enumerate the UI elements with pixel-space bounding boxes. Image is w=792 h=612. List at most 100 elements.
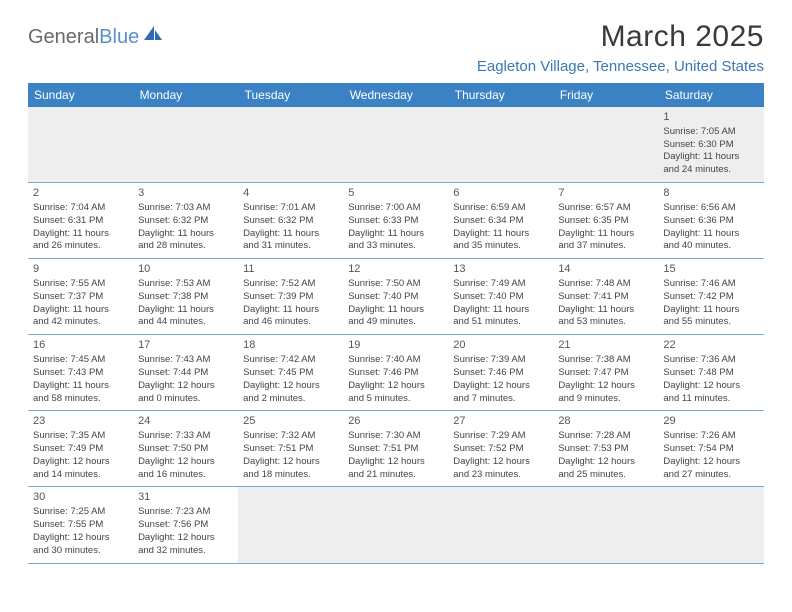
day-number: 4: [243, 186, 338, 201]
sunrise-text: Sunrise: 7:52 AM: [243, 278, 338, 291]
calendar-cell: 26Sunrise: 7:30 AMSunset: 7:51 PMDayligh…: [343, 411, 448, 487]
daylight-text: Daylight: 11 hours: [243, 228, 338, 241]
sunrise-text: Sunrise: 7:46 AM: [663, 278, 758, 291]
logo-text-blue: Blue: [99, 26, 139, 49]
day-number: 6: [453, 186, 548, 201]
daylight-text: and 9 minutes.: [558, 393, 653, 406]
daylight-text: Daylight: 11 hours: [138, 228, 233, 241]
header: GeneralBlue March 2025 Eagleton Village,…: [28, 20, 764, 75]
day-number: 31: [138, 490, 233, 505]
sunrise-text: Sunrise: 6:57 AM: [558, 202, 653, 215]
logo-sail-icon: [142, 24, 164, 48]
sunset-text: Sunset: 7:52 PM: [453, 443, 548, 456]
daylight-text: and 0 minutes.: [138, 393, 233, 406]
logo: GeneralBlue: [28, 26, 164, 49]
sunset-text: Sunset: 7:40 PM: [453, 291, 548, 304]
sunrise-text: Sunrise: 7:36 AM: [663, 354, 758, 367]
sunrise-text: Sunrise: 7:03 AM: [138, 202, 233, 215]
sunset-text: Sunset: 6:35 PM: [558, 215, 653, 228]
calendar-cell: 3Sunrise: 7:03 AMSunset: 6:32 PMDaylight…: [133, 183, 238, 259]
day-number: 30: [33, 490, 128, 505]
calendar-cell: 20Sunrise: 7:39 AMSunset: 7:46 PMDayligh…: [448, 335, 553, 411]
daylight-text: Daylight: 11 hours: [663, 228, 758, 241]
calendar-cell: 12Sunrise: 7:50 AMSunset: 7:40 PMDayligh…: [343, 259, 448, 335]
day-number: 1: [663, 110, 758, 125]
sunset-text: Sunset: 7:53 PM: [558, 443, 653, 456]
daylight-text: and 21 minutes.: [348, 469, 443, 482]
calendar-row: 9Sunrise: 7:55 AMSunset: 7:37 PMDaylight…: [28, 259, 764, 335]
daylight-text: Daylight: 12 hours: [663, 380, 758, 393]
title-block: March 2025 Eagleton Village, Tennessee, …: [477, 20, 764, 75]
calendar-row: 2Sunrise: 7:04 AMSunset: 6:31 PMDaylight…: [28, 183, 764, 259]
sunrise-text: Sunrise: 7:50 AM: [348, 278, 443, 291]
day-number: 5: [348, 186, 443, 201]
sunrise-text: Sunrise: 7:45 AM: [33, 354, 128, 367]
daylight-text: and 14 minutes.: [33, 469, 128, 482]
sunrise-text: Sunrise: 7:29 AM: [453, 430, 548, 443]
day-header: Wednesday: [343, 83, 448, 107]
sunset-text: Sunset: 7:44 PM: [138, 367, 233, 380]
day-number: 27: [453, 414, 548, 429]
sunrise-text: Sunrise: 6:59 AM: [453, 202, 548, 215]
day-number: 28: [558, 414, 653, 429]
calendar-cell: 14Sunrise: 7:48 AMSunset: 7:41 PMDayligh…: [553, 259, 658, 335]
day-number: 17: [138, 338, 233, 353]
sunrise-text: Sunrise: 7:49 AM: [453, 278, 548, 291]
day-number: 9: [33, 262, 128, 277]
sunset-text: Sunset: 7:41 PM: [558, 291, 653, 304]
day-number: 12: [348, 262, 443, 277]
daylight-text: and 26 minutes.: [33, 240, 128, 253]
sunset-text: Sunset: 7:39 PM: [243, 291, 338, 304]
sunset-text: Sunset: 7:46 PM: [453, 367, 548, 380]
sunset-text: Sunset: 6:30 PM: [663, 139, 758, 152]
daylight-text: and 27 minutes.: [663, 469, 758, 482]
sunrise-text: Sunrise: 7:25 AM: [33, 506, 128, 519]
daylight-text: and 24 minutes.: [663, 164, 758, 177]
calendar-cell: 27Sunrise: 7:29 AMSunset: 7:52 PMDayligh…: [448, 411, 553, 487]
calendar-cell: 4Sunrise: 7:01 AMSunset: 6:32 PMDaylight…: [238, 183, 343, 259]
calendar-cell: 28Sunrise: 7:28 AMSunset: 7:53 PMDayligh…: [553, 411, 658, 487]
sunrise-text: Sunrise: 7:35 AM: [33, 430, 128, 443]
sunset-text: Sunset: 6:32 PM: [138, 215, 233, 228]
sunrise-text: Sunrise: 7:30 AM: [348, 430, 443, 443]
daylight-text: and 5 minutes.: [348, 393, 443, 406]
calendar-cell: 8Sunrise: 6:56 AMSunset: 6:36 PMDaylight…: [658, 183, 763, 259]
daylight-text: Daylight: 12 hours: [33, 456, 128, 469]
day-header: Saturday: [658, 83, 763, 107]
calendar-cell: [553, 487, 658, 563]
daylight-text: Daylight: 12 hours: [33, 532, 128, 545]
sunset-text: Sunset: 7:56 PM: [138, 519, 233, 532]
sunset-text: Sunset: 7:46 PM: [348, 367, 443, 380]
sunset-text: Sunset: 7:50 PM: [138, 443, 233, 456]
daylight-text: Daylight: 12 hours: [348, 380, 443, 393]
day-header-row: Sunday Monday Tuesday Wednesday Thursday…: [28, 83, 764, 107]
location: Eagleton Village, Tennessee, United Stat…: [477, 58, 764, 75]
sunrise-text: Sunrise: 7:23 AM: [138, 506, 233, 519]
calendar-cell: 24Sunrise: 7:33 AMSunset: 7:50 PMDayligh…: [133, 411, 238, 487]
calendar-cell: 25Sunrise: 7:32 AMSunset: 7:51 PMDayligh…: [238, 411, 343, 487]
calendar-cell: 7Sunrise: 6:57 AMSunset: 6:35 PMDaylight…: [553, 183, 658, 259]
sunset-text: Sunset: 6:33 PM: [348, 215, 443, 228]
calendar-cell: 31Sunrise: 7:23 AMSunset: 7:56 PMDayligh…: [133, 487, 238, 563]
daylight-text: and 49 minutes.: [348, 316, 443, 329]
sunrise-text: Sunrise: 7:32 AM: [243, 430, 338, 443]
day-number: 22: [663, 338, 758, 353]
daylight-text: Daylight: 11 hours: [33, 380, 128, 393]
daylight-text: and 33 minutes.: [348, 240, 443, 253]
calendar-cell: 18Sunrise: 7:42 AMSunset: 7:45 PMDayligh…: [238, 335, 343, 411]
sunset-text: Sunset: 7:47 PM: [558, 367, 653, 380]
calendar-cell: 2Sunrise: 7:04 AMSunset: 6:31 PMDaylight…: [28, 183, 133, 259]
day-header: Sunday: [28, 83, 133, 107]
sunset-text: Sunset: 7:42 PM: [663, 291, 758, 304]
calendar-cell: 6Sunrise: 6:59 AMSunset: 6:34 PMDaylight…: [448, 183, 553, 259]
day-header: Tuesday: [238, 83, 343, 107]
day-number: 20: [453, 338, 548, 353]
daylight-text: and 55 minutes.: [663, 316, 758, 329]
sunrise-text: Sunrise: 7:53 AM: [138, 278, 233, 291]
logo-text-general: General: [28, 26, 99, 49]
daylight-text: and 32 minutes.: [138, 545, 233, 558]
sunset-text: Sunset: 7:48 PM: [663, 367, 758, 380]
calendar-row: 23Sunrise: 7:35 AMSunset: 7:49 PMDayligh…: [28, 411, 764, 487]
calendar-cell: 17Sunrise: 7:43 AMSunset: 7:44 PMDayligh…: [133, 335, 238, 411]
daylight-text: Daylight: 12 hours: [453, 456, 548, 469]
